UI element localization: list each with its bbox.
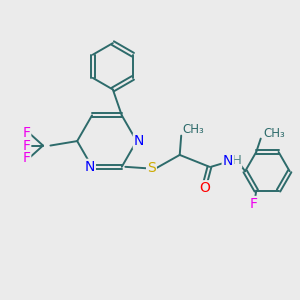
Text: N: N bbox=[223, 154, 233, 168]
Text: F: F bbox=[23, 126, 31, 140]
Text: F: F bbox=[249, 197, 257, 211]
Text: F: F bbox=[23, 139, 31, 152]
Text: N: N bbox=[85, 160, 95, 174]
Text: N: N bbox=[134, 134, 144, 148]
Text: H: H bbox=[231, 154, 241, 167]
Text: CH₃: CH₃ bbox=[264, 127, 285, 140]
Text: S: S bbox=[147, 161, 156, 175]
Text: O: O bbox=[200, 181, 210, 195]
Text: CH₃: CH₃ bbox=[183, 123, 204, 136]
Text: F: F bbox=[23, 151, 31, 165]
